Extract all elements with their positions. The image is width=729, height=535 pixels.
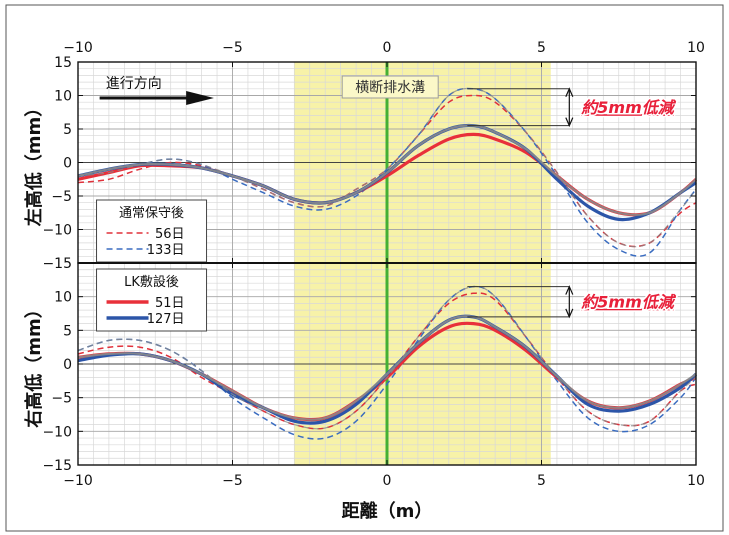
reduction-annotation: 約5mm低減: [580, 293, 676, 312]
bracket-arrowhead-down: [565, 117, 574, 128]
y-tick-label: 10: [54, 89, 72, 105]
x-tick-label: −10: [63, 473, 93, 489]
y-tick-label: 10: [54, 290, 72, 306]
legend-entry-label: 56日: [155, 227, 185, 242]
x-tick-label-top: 0: [383, 40, 392, 56]
legend-box: [96, 199, 208, 263]
reduction-bracket: 約5mm低減: [467, 87, 678, 128]
legend-entry-label: 133日: [147, 243, 185, 258]
direction-label: 進行方向: [106, 76, 162, 92]
y-tick-label: −5: [51, 391, 72, 407]
bracket-arrowhead-up: [565, 285, 574, 295]
series-group: [77, 87, 698, 257]
x-axis-label: 距離（m）: [342, 500, 433, 522]
direction-arrow-icon: [186, 91, 214, 105]
x-tick-label-top: 10: [687, 40, 705, 56]
bracket-arrowhead-up: [565, 87, 574, 98]
series-envelope-solid: [77, 124, 697, 216]
series-envelope-solid: [77, 315, 697, 421]
x-tick-label: −5: [222, 473, 243, 489]
series-envelope-dashed: [77, 285, 697, 430]
panel-top: 15 10 5 0 −5 −10 −15 左高低（mm） 約5mm低減 横断排水溝 進行方向通常保守…: [23, 40, 705, 272]
y-tick-label: −15: [42, 458, 72, 474]
legend-entry-label: 51日: [155, 296, 185, 311]
y-axis-label: 右高低（mm）: [23, 300, 45, 428]
legend-entry-label: 127日: [147, 312, 185, 327]
legend-title: 通常保守後: [119, 206, 184, 221]
y-tick-label: −10: [42, 424, 72, 440]
bracket-arrowhead-down: [565, 308, 574, 319]
y-axis-label: 左高低（mm）: [23, 99, 45, 227]
x-tick-label: 0: [383, 473, 392, 489]
y-tick-label: 5: [63, 323, 72, 339]
legend-box: [96, 268, 208, 332]
drain-label: 横断排水溝: [355, 80, 425, 96]
y-tick-label: 0: [63, 357, 72, 373]
page-frame: [5, 4, 724, 532]
y-tick-label: −10: [42, 223, 72, 239]
y-tick-label: 5: [63, 122, 72, 138]
drain-label-box: [341, 75, 439, 99]
legend-title: LK敷設後: [124, 274, 179, 290]
x-tick-label: 10: [687, 473, 705, 489]
y-tick-label: −5: [51, 189, 72, 205]
x-tick-label-top: 5: [537, 40, 546, 56]
x-tick-label: 5: [537, 473, 546, 489]
x-tick-label-top: −10: [63, 40, 93, 56]
reduction-bracket: 約5mm低減: [467, 285, 678, 319]
y-tick-label: −15: [42, 256, 72, 272]
y-tick-label: 0: [63, 156, 72, 172]
reduction-annotation: 約5mm低減: [580, 98, 676, 117]
series-group: [77, 285, 698, 440]
series-envelope-dashed: [77, 87, 697, 248]
y-tick-label: 15: [54, 55, 72, 71]
x-tick-label-top: −5: [222, 40, 243, 56]
